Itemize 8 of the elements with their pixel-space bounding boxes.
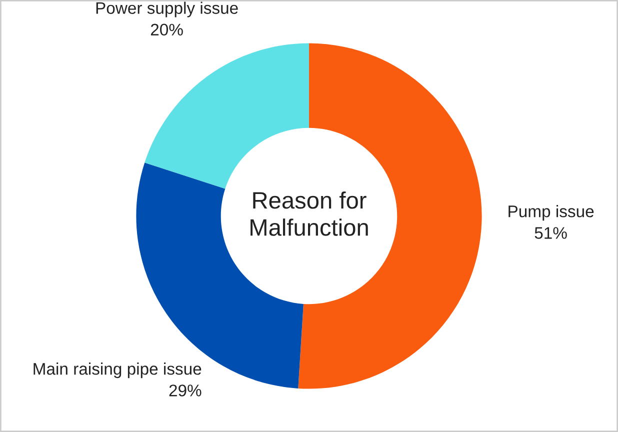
data-label: 20% — [150, 24, 183, 36]
slice-label: Power supply issue — [96, 2, 238, 18]
data-label: 29% — [169, 384, 202, 396]
slice-label: Pump issue — [508, 205, 594, 221]
data-label: 51% — [534, 227, 567, 239]
slice-label: Main raising pipe issue — [34, 362, 202, 378]
text: Reason for Malfunction — [250, 191, 368, 236]
donut-slice — [144, 43, 309, 189]
